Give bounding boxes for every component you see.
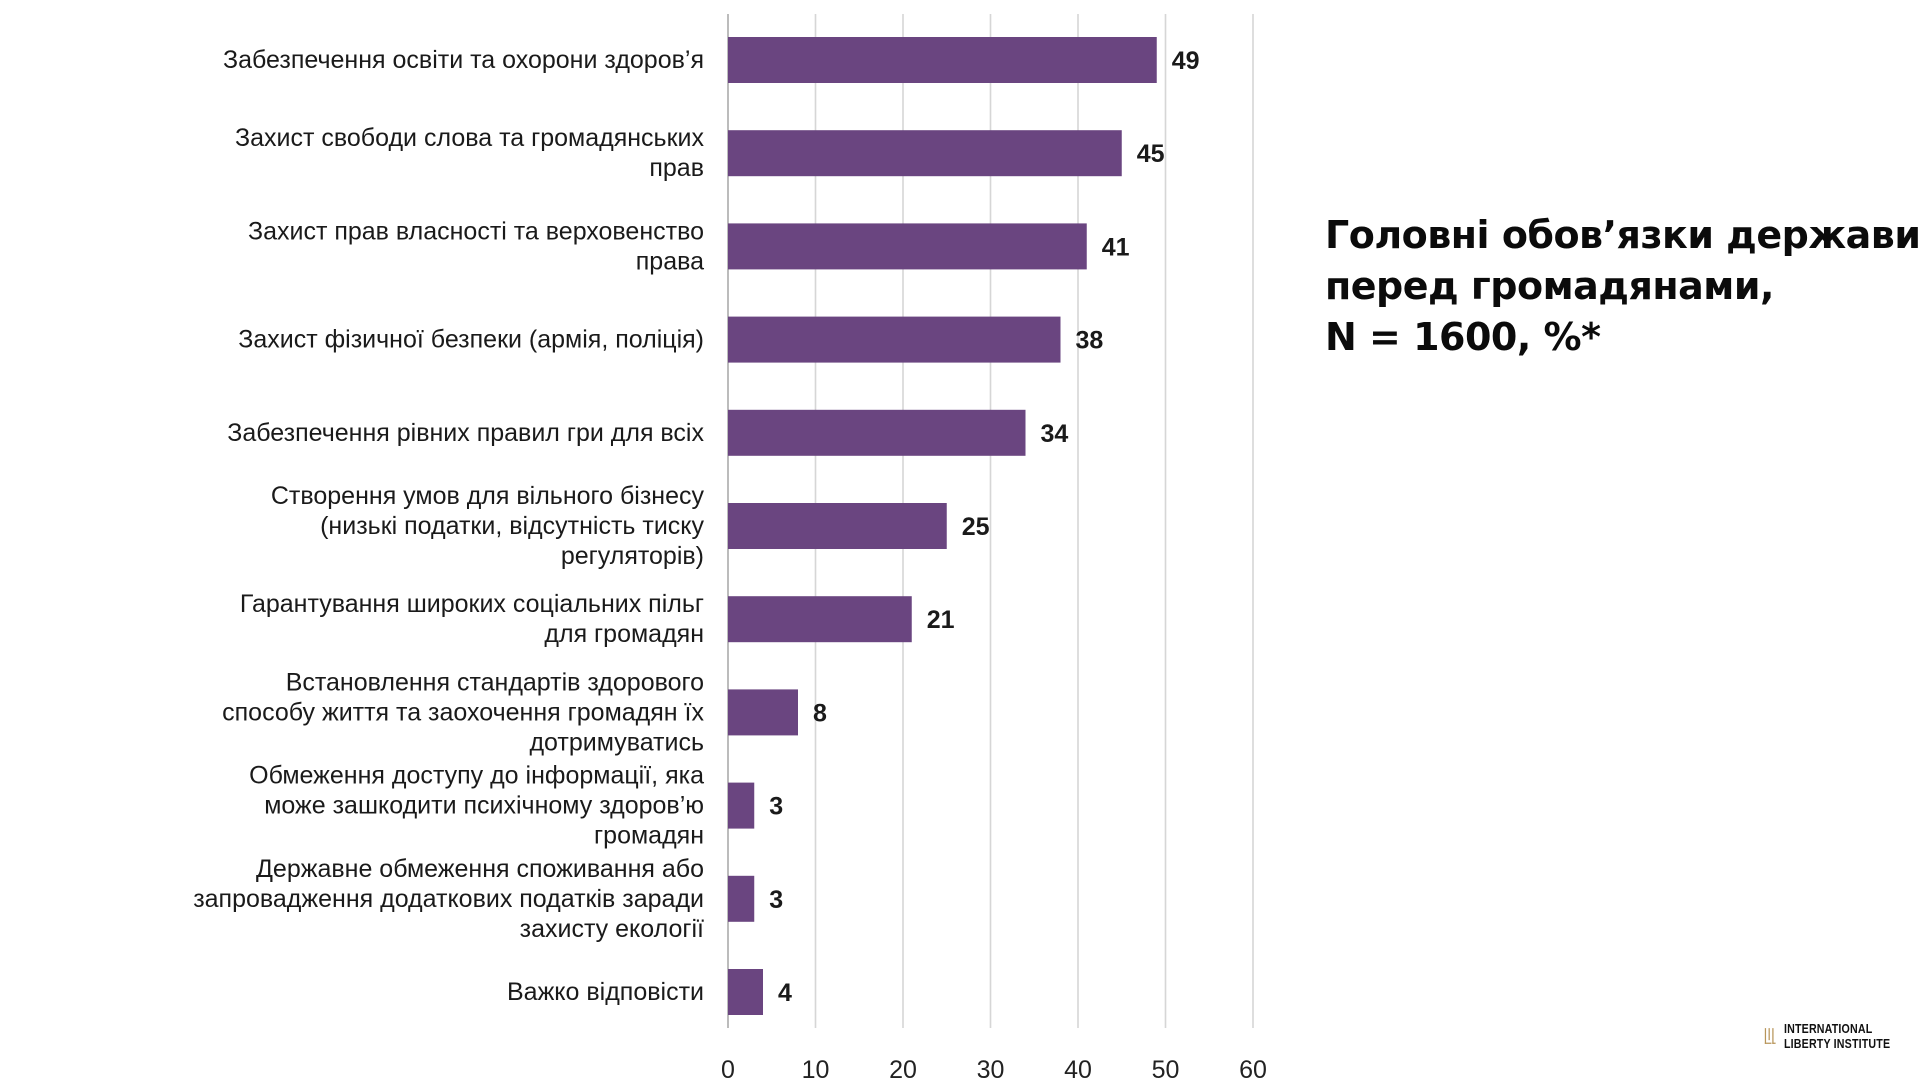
bar-value-label: 3 (769, 793, 783, 821)
bar-value-label: 21 (927, 606, 955, 634)
category-label: способу життя та заохочення громадян їх (222, 698, 704, 726)
bar (728, 875, 755, 922)
logo-mark-icon (1764, 1028, 1776, 1044)
x-tick-label: 50 (1152, 1056, 1180, 1080)
x-tick-label: 40 (1064, 1056, 1092, 1080)
chart-title: Головні обов’язки держави перед громадян… (1325, 210, 1920, 363)
bar (728, 969, 763, 1015)
x-tick-label: 10 (802, 1056, 830, 1080)
bar-value-label: 38 (1076, 327, 1104, 355)
bar-value-label: 3 (769, 886, 783, 914)
category-label: для громадян (544, 620, 704, 648)
bar (728, 130, 1122, 177)
category-label: Важко відповісти (507, 978, 704, 1006)
bar-value-label: 45 (1137, 140, 1165, 168)
category-label: захисту екології (520, 915, 704, 943)
category-label: Забезпечення освіти та охорони здоров’я (223, 46, 704, 74)
bar (728, 223, 1087, 270)
bar (728, 596, 912, 643)
bar-value-label: 8 (813, 699, 827, 727)
x-tick-label: 20 (889, 1056, 917, 1080)
category-label: Захист фізичної безпеки (армія, поліція) (238, 326, 704, 354)
category-label: може зашкодити психічному здоров’ю (264, 792, 704, 820)
category-label: Встановлення стандартів здорового (286, 668, 704, 696)
bar-value-label: 41 (1102, 233, 1130, 261)
category-label: Державне обмеження споживання або (256, 855, 704, 883)
chart-title-line-3: N = 1600, %* (1325, 315, 1601, 359)
category-label: Обмеження доступу до інформації, яка (249, 762, 704, 790)
logo-text: INTERNATIONAL LIBERTY INSTITUTE (1784, 1021, 1890, 1051)
category-label: Гарантування широких соціальних пільг (240, 590, 704, 618)
category-label: Захист свободи слова та громадянських (235, 124, 704, 152)
chart-title-line-1: Головні обов’язки держави (1325, 213, 1920, 257)
bar-value-label: 25 (962, 513, 990, 541)
category-label: Створення умов для вільного бізнесу (271, 482, 705, 510)
category-label: прав (649, 154, 704, 182)
bar (728, 503, 947, 549)
chart-title-line-2: перед громадянами, (1325, 264, 1774, 308)
bar (728, 689, 798, 736)
bar (728, 316, 1061, 363)
bar-value-label: 4 (778, 979, 792, 1007)
category-label: громадян (594, 822, 704, 850)
category-label: Захист прав власності та верховенство (248, 217, 704, 245)
category-label: дотримуватись (529, 728, 704, 756)
category-label: права (636, 247, 704, 275)
x-tick-label: 60 (1239, 1056, 1267, 1080)
bar (728, 37, 1157, 83)
bar (728, 409, 1026, 456)
institute-logo: INTERNATIONAL LIBERTY INSTITUTE (1764, 1014, 1914, 1058)
x-tick-label: 0 (721, 1056, 735, 1080)
category-label: регуляторів) (561, 542, 704, 570)
category-label: Забезпечення рівних правил гри для всіх (227, 419, 704, 447)
logo-line-2: LIBERTY INSTITUTE (1784, 1036, 1891, 1051)
x-tick-label: 30 (977, 1056, 1005, 1080)
logo-line-1: INTERNATIONAL (1784, 1021, 1873, 1036)
bar (728, 782, 755, 829)
category-label: запровадження додаткових податків заради (193, 885, 704, 913)
category-label: (низькі податки, відсутність тиску (320, 512, 704, 540)
bar-value-label: 34 (1041, 420, 1069, 448)
bar-value-label: 49 (1172, 47, 1200, 75)
